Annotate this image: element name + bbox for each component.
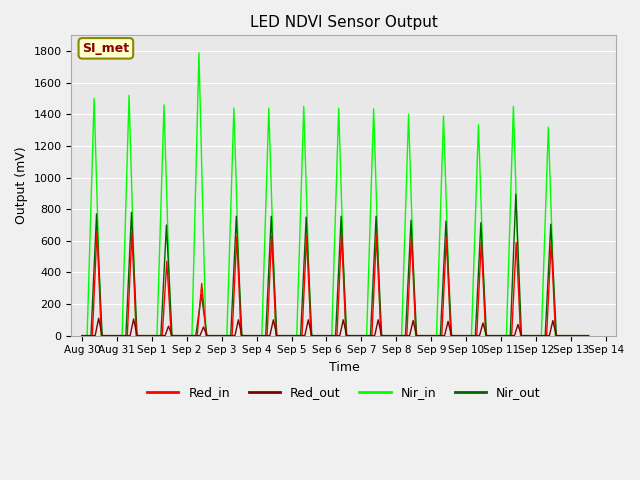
Legend: Red_in, Red_out, Nir_in, Nir_out: Red_in, Red_out, Nir_in, Nir_out — [142, 382, 546, 405]
Y-axis label: Output (mV): Output (mV) — [15, 147, 28, 224]
Text: SI_met: SI_met — [83, 42, 129, 55]
X-axis label: Time: Time — [328, 361, 359, 374]
Title: LED NDVI Sensor Output: LED NDVI Sensor Output — [250, 15, 438, 30]
